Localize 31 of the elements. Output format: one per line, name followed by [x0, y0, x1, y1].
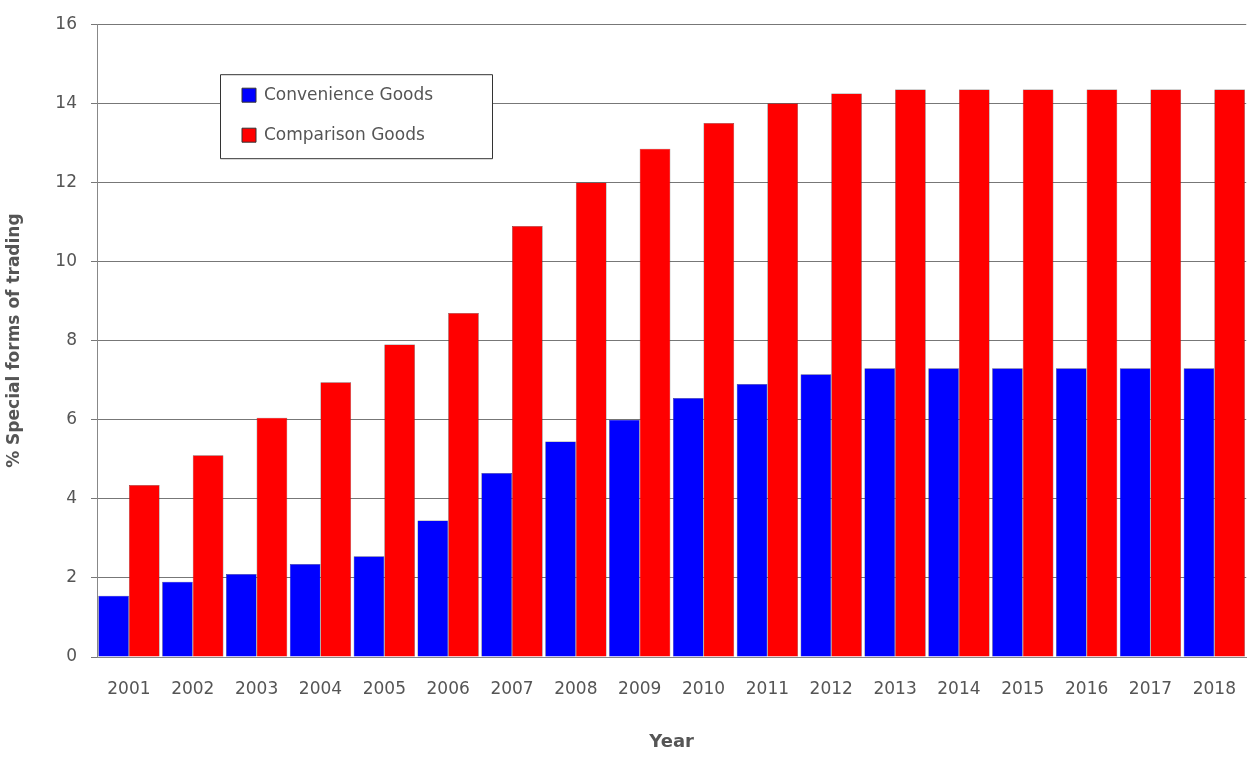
x-tick-label: 2016 — [1064, 677, 1109, 698]
x-tick-label: 2004 — [298, 677, 343, 698]
y-axis-title: % Special forms of trading — [2, 213, 23, 468]
legend-label: Comparison Goods — [264, 123, 425, 144]
x-tick-label: 2009 — [618, 677, 662, 698]
x-axis-title: Year — [648, 729, 695, 751]
y-tick-label: 14 — [55, 91, 77, 112]
x-tick-label: 2007 — [490, 677, 534, 698]
y-tick-label: 6 — [66, 408, 77, 429]
x-tick-label: 2002 — [171, 677, 215, 698]
y-tick-label: 10 — [55, 249, 77, 270]
x-tick-label: 2015 — [1001, 677, 1045, 698]
x-tick-label: 2018 — [1192, 677, 1236, 698]
x-tick-label: 2001 — [107, 677, 151, 698]
x-tick-label: 2010 — [681, 677, 726, 698]
x-tick-label: 2013 — [873, 677, 917, 698]
x-tick-label: 2003 — [234, 677, 279, 698]
x-tick-label: 2014 — [937, 677, 981, 698]
x-tick-label: 2012 — [809, 677, 853, 698]
legend-label: Convenience Goods — [264, 83, 434, 104]
y-tick-label: 4 — [66, 487, 77, 508]
y-tick-label: 12 — [55, 170, 77, 191]
y-tick-label: 8 — [66, 329, 77, 350]
x-tick-label: 2005 — [362, 677, 406, 698]
y-tick-label: 16 — [55, 12, 77, 33]
x-tick-label: 2011 — [745, 677, 790, 698]
y-tick-label: 0 — [66, 645, 77, 666]
y-tick-label: 2 — [66, 566, 77, 587]
x-tick-label: 2006 — [426, 677, 470, 698]
x-tick-label: 2017 — [1128, 677, 1173, 698]
x-tick-label: 2008 — [554, 677, 598, 698]
